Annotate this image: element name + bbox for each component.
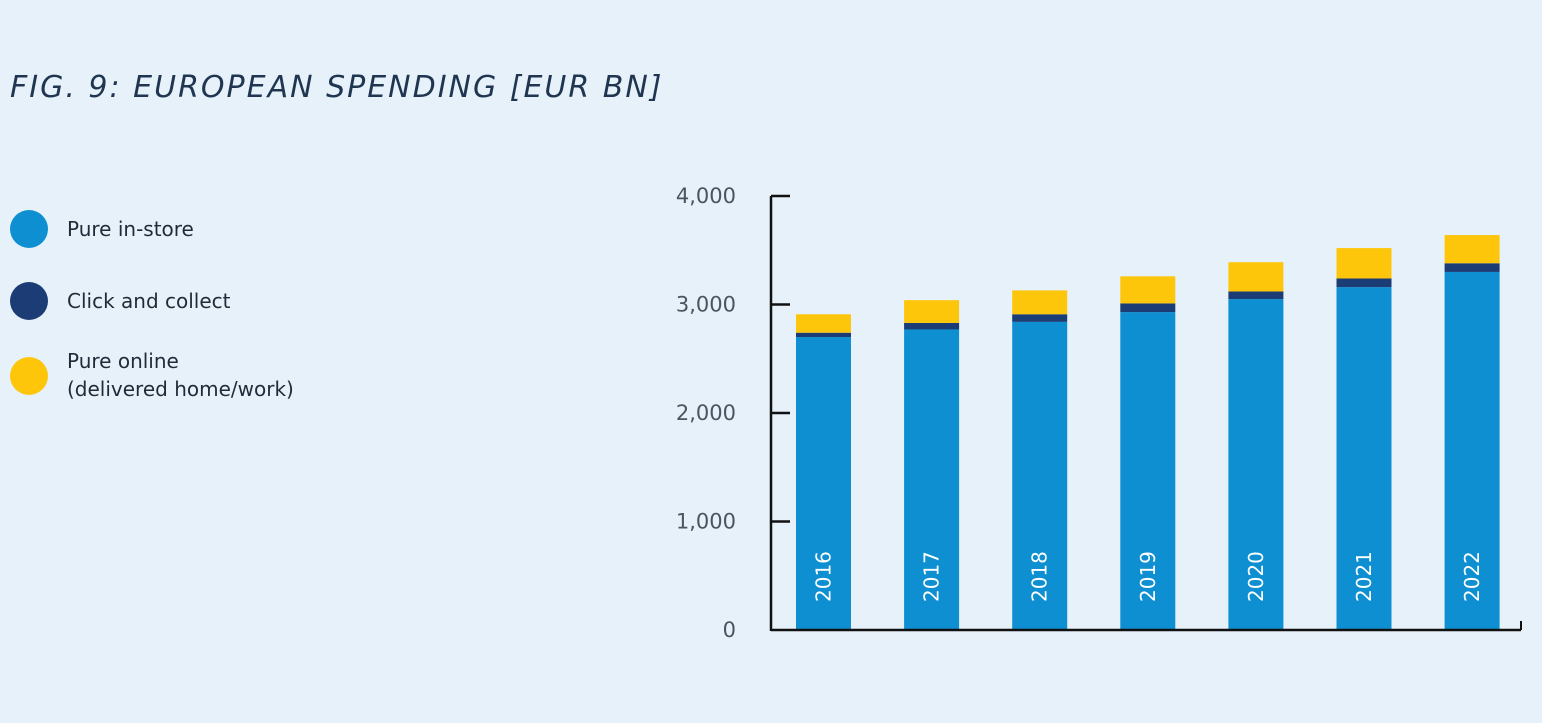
- legend-label-pure-online: Pure online (delivered home/work): [67, 349, 294, 401]
- bar-2021-series-2: [1336, 248, 1392, 279]
- x-tick-label-2020: 2020: [1244, 551, 1268, 602]
- bar-2020-series-0: [1228, 299, 1284, 630]
- bar-2017-series-0: [904, 329, 960, 630]
- x-tick-label-2018: 2018: [1028, 551, 1052, 602]
- bar-2019-series-0: [1120, 312, 1176, 630]
- bar-2021-series-1: [1336, 278, 1392, 288]
- bar-2020-series-1: [1228, 291, 1284, 300]
- bar-2018-series-1: [1012, 314, 1068, 322]
- y-tick-label-3000: 3,000: [676, 293, 736, 317]
- bar-2016-series-2: [796, 314, 851, 333]
- legend-swatch-pure-in-store: [10, 210, 48, 248]
- y-tick-label-4000: 4,000: [676, 184, 736, 208]
- bar-2016-series-1: [796, 332, 851, 338]
- bar-2017-series-2: [904, 300, 960, 323]
- bar-2020-series-2: [1228, 262, 1284, 292]
- bar-2017-series-1: [904, 322, 960, 330]
- x-tick-label-2017: 2017: [920, 551, 944, 602]
- bar-2022-series-0: [1444, 271, 1500, 630]
- x-tick-label-2019: 2019: [1136, 551, 1160, 602]
- bar-2018-series-0: [1012, 321, 1068, 630]
- legend-swatch-click-and-collect: [10, 282, 48, 320]
- bar-2016-series-0: [796, 337, 851, 630]
- y-tick-label-2000: 2,000: [676, 401, 736, 425]
- bar-2019-series-1: [1120, 303, 1176, 313]
- y-tick-label-1000: 1,000: [676, 510, 736, 534]
- legend-label-click-and-collect: Click and collect: [67, 289, 231, 313]
- y-tick-label-0: 0: [723, 618, 736, 642]
- legend-label-pure-in-store: Pure in-store: [67, 217, 194, 241]
- x-tick-label-2021: 2021: [1352, 551, 1376, 602]
- bar-2019-series-2: [1120, 276, 1176, 304]
- bar-2022-series-1: [1444, 263, 1500, 272]
- bar-2021-series-0: [1336, 287, 1392, 630]
- x-tick-label-2022: 2022: [1460, 551, 1484, 602]
- bar-2018-series-2: [1012, 290, 1068, 315]
- chart-title: FIG. 9: EUROPEAN SPENDING [EUR BN]: [10, 70, 664, 105]
- bar-2022-series-2: [1444, 235, 1500, 264]
- x-tick-label-2016: 2016: [812, 551, 836, 602]
- legend-swatch-pure-online: [10, 357, 48, 395]
